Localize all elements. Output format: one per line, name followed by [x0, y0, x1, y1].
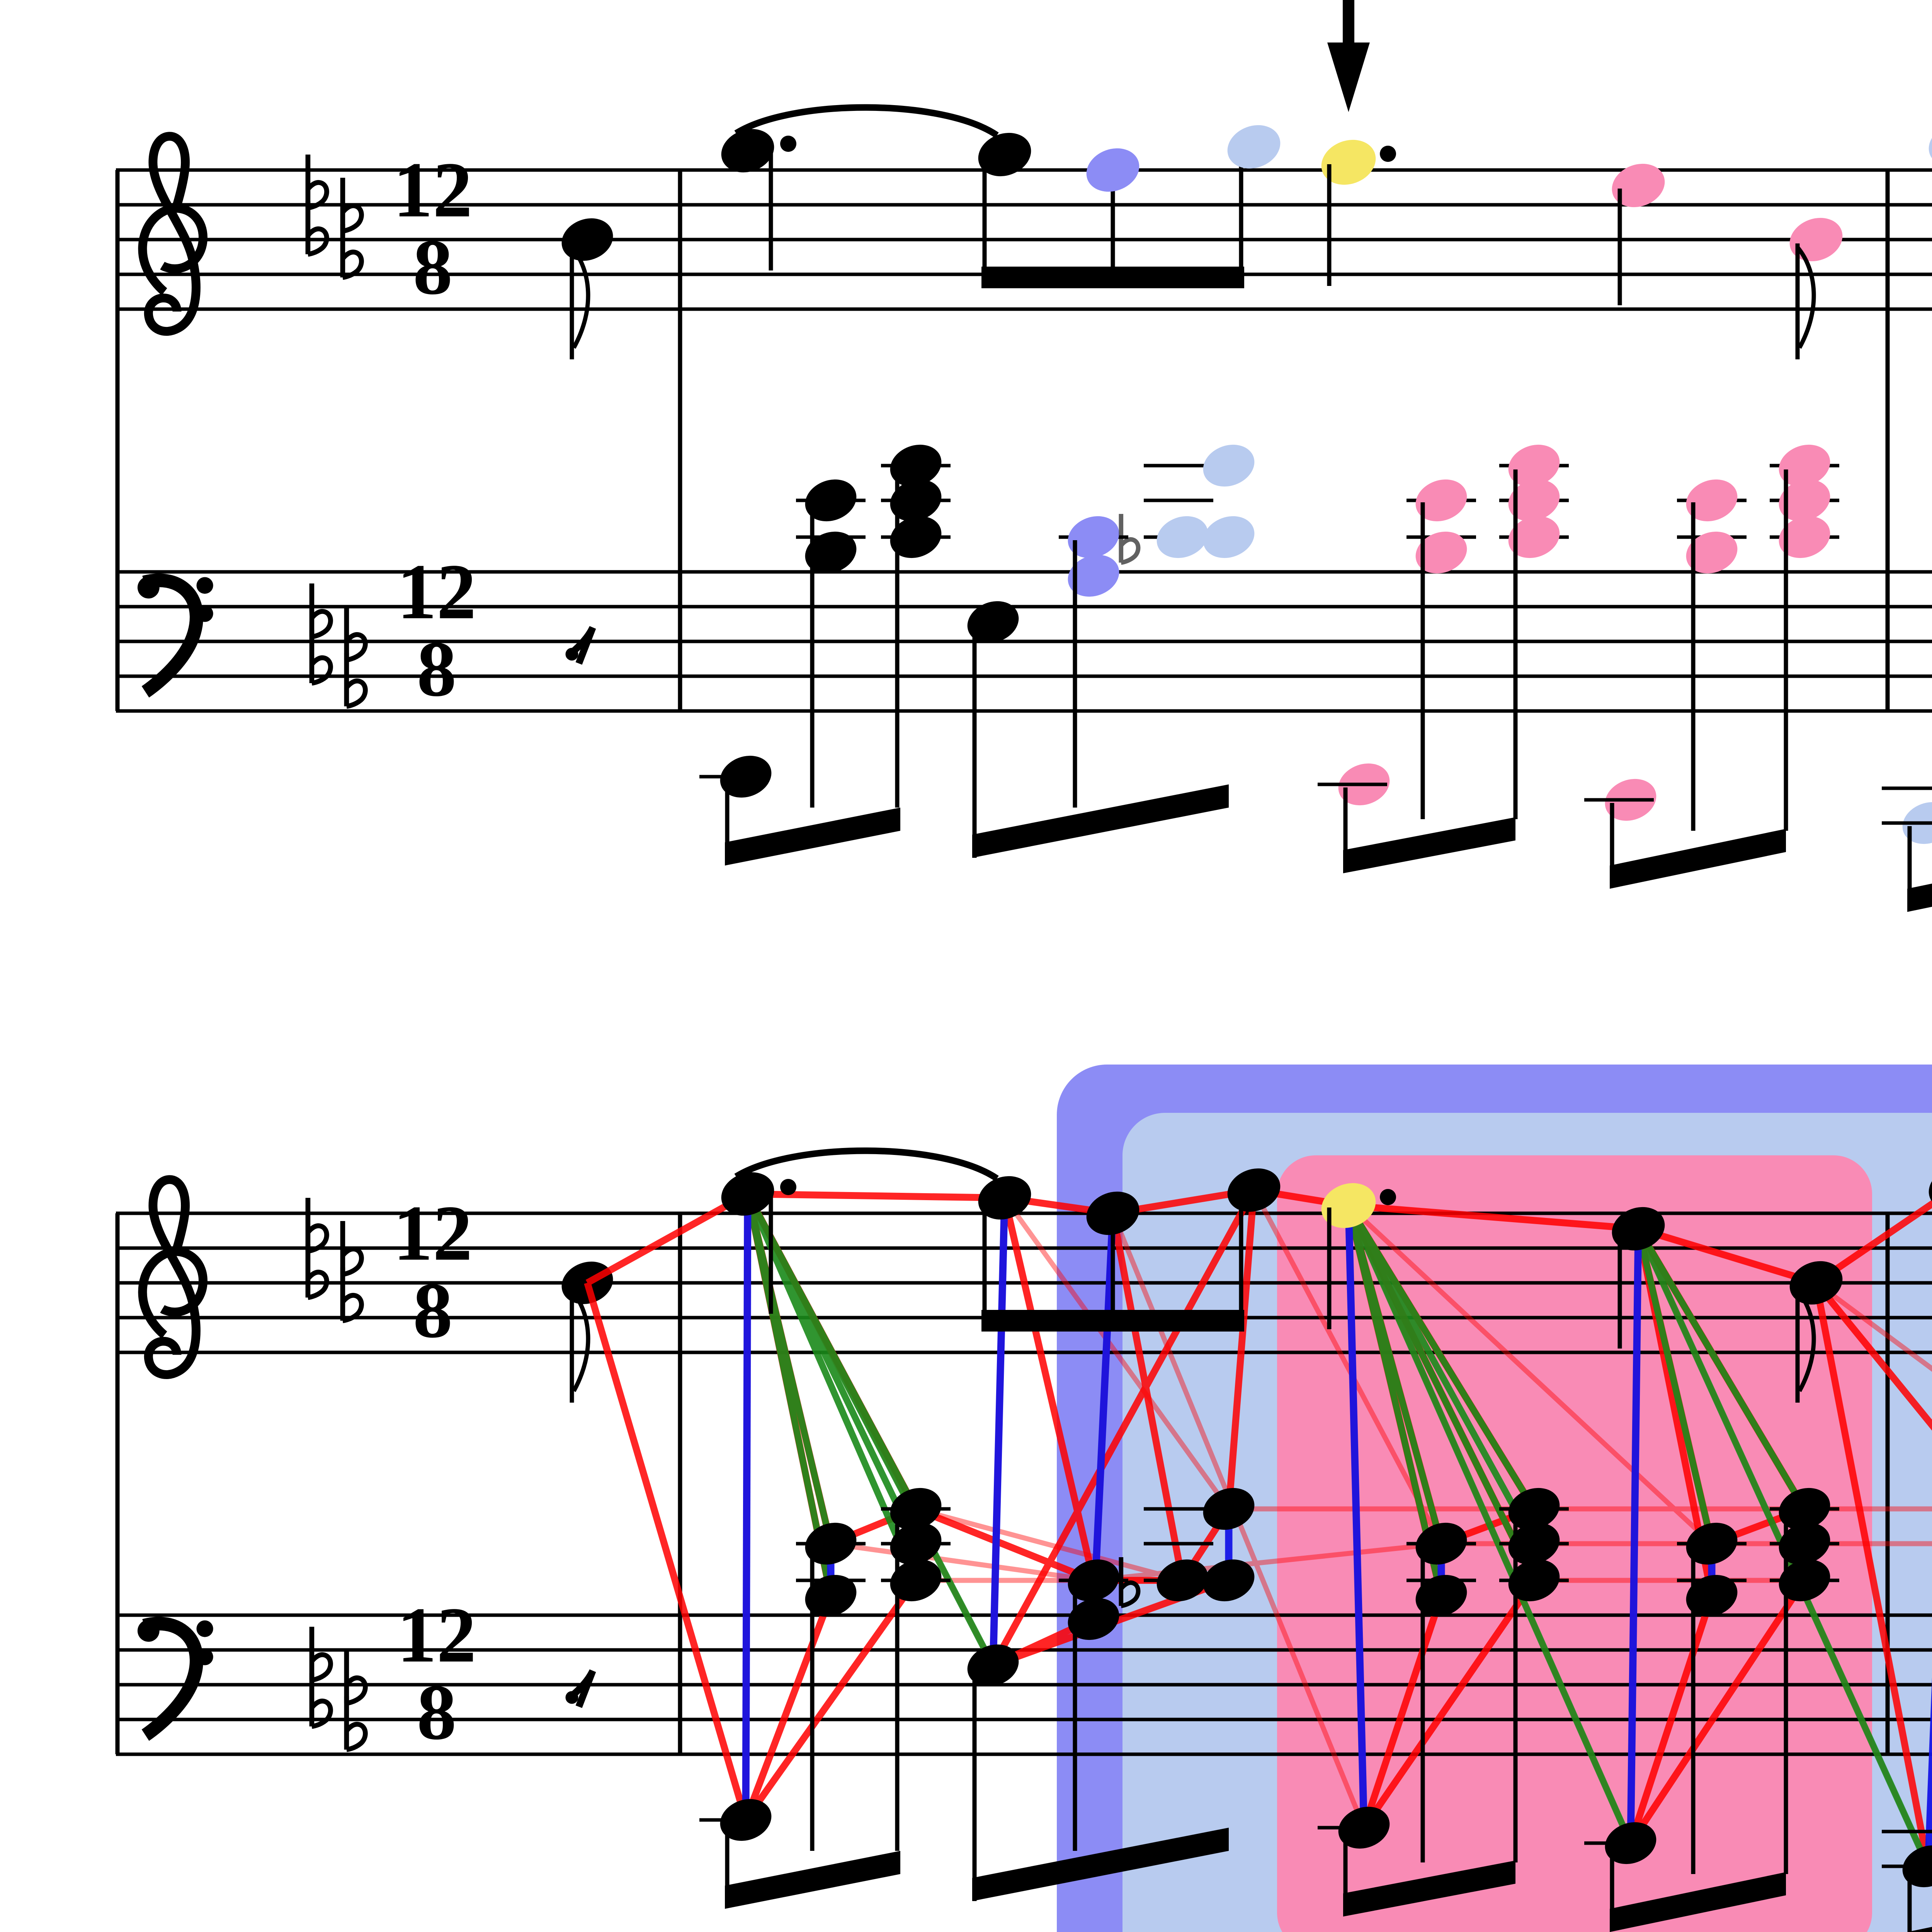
beam-group-1 — [978, 125, 1281, 288]
graph-edges-green — [744, 1192, 1931, 1868]
key-signature-bottom-treble — [308, 1198, 362, 1321]
slur-bottom — [734, 1147, 999, 1182]
bass-chord-pink-1 — [1318, 444, 1569, 873]
notehead-lightblue-2 — [1929, 123, 1932, 167]
bass-chord-periwinkle-lightblue — [967, 444, 1255, 858]
notehead-periwinkle-1 — [1086, 148, 1139, 192]
time-signature-top-treble: 12 — [393, 146, 473, 234]
time-signature-bottom-treble: 12 — [393, 1189, 473, 1277]
time-signature-top-bass: 12 — [397, 548, 476, 636]
pickup-eighth-rest-bass-top — [566, 628, 593, 663]
measure2-bass — [1882, 786, 1932, 912]
key-signature-top-treble — [308, 155, 362, 277]
time-signature-top-treble-denom: 8 — [413, 223, 453, 311]
slur-top — [734, 104, 999, 138]
pickup-eighth-note-treble-bottom — [561, 1262, 613, 1403]
score-system-top: 12 8 12 8 — [115, 0, 1932, 912]
system-brace-top — [115, 170, 120, 711]
barlines-top — [678, 170, 1890, 711]
notehead-pink-1 — [1612, 163, 1665, 305]
pickup-eighth-rest-bass-bottom — [566, 1671, 593, 1707]
bass-staff-lines-bottom — [116, 1613, 1932, 1756]
notehead-lightblue-1 — [1227, 125, 1281, 169]
time-signature-bottom-bass: 12 — [397, 1591, 476, 1679]
treble-clef-icon-bottom — [143, 1180, 203, 1375]
notes-bottom-bass — [699, 1488, 1932, 1932]
notehead-yellow-highlight — [1321, 139, 1396, 286]
time-signature-top-bass-denom: 8 — [417, 625, 457, 713]
measure2-treble — [1929, 123, 1932, 167]
treble-clef-icon-top — [143, 136, 203, 332]
notes-bottom-treble — [721, 1166, 1932, 1403]
notehead-black-1 — [721, 129, 796, 270]
score-system-bottom: 12 8 12 8 — [115, 1147, 1932, 1932]
notehead-yellow-highlight-bottom — [1321, 1183, 1376, 1228]
time-signature-bottom-bass-denom: 8 — [417, 1668, 457, 1756]
bass-chord-pink-2 — [1584, 444, 1839, 889]
pickup-eighth-note-treble-top — [561, 218, 613, 359]
bass-staff-lines-top — [116, 570, 1932, 713]
key-signature-bottom-bass — [312, 1627, 366, 1750]
notehead-pink-2 — [1789, 218, 1843, 359]
time-signature-bottom-treble-denom: 8 — [413, 1267, 453, 1354]
bass-chord-group-1 — [699, 444, 951, 866]
down-arrow-pointer — [1327, 0, 1370, 112]
key-signature-top-bass — [312, 583, 366, 706]
